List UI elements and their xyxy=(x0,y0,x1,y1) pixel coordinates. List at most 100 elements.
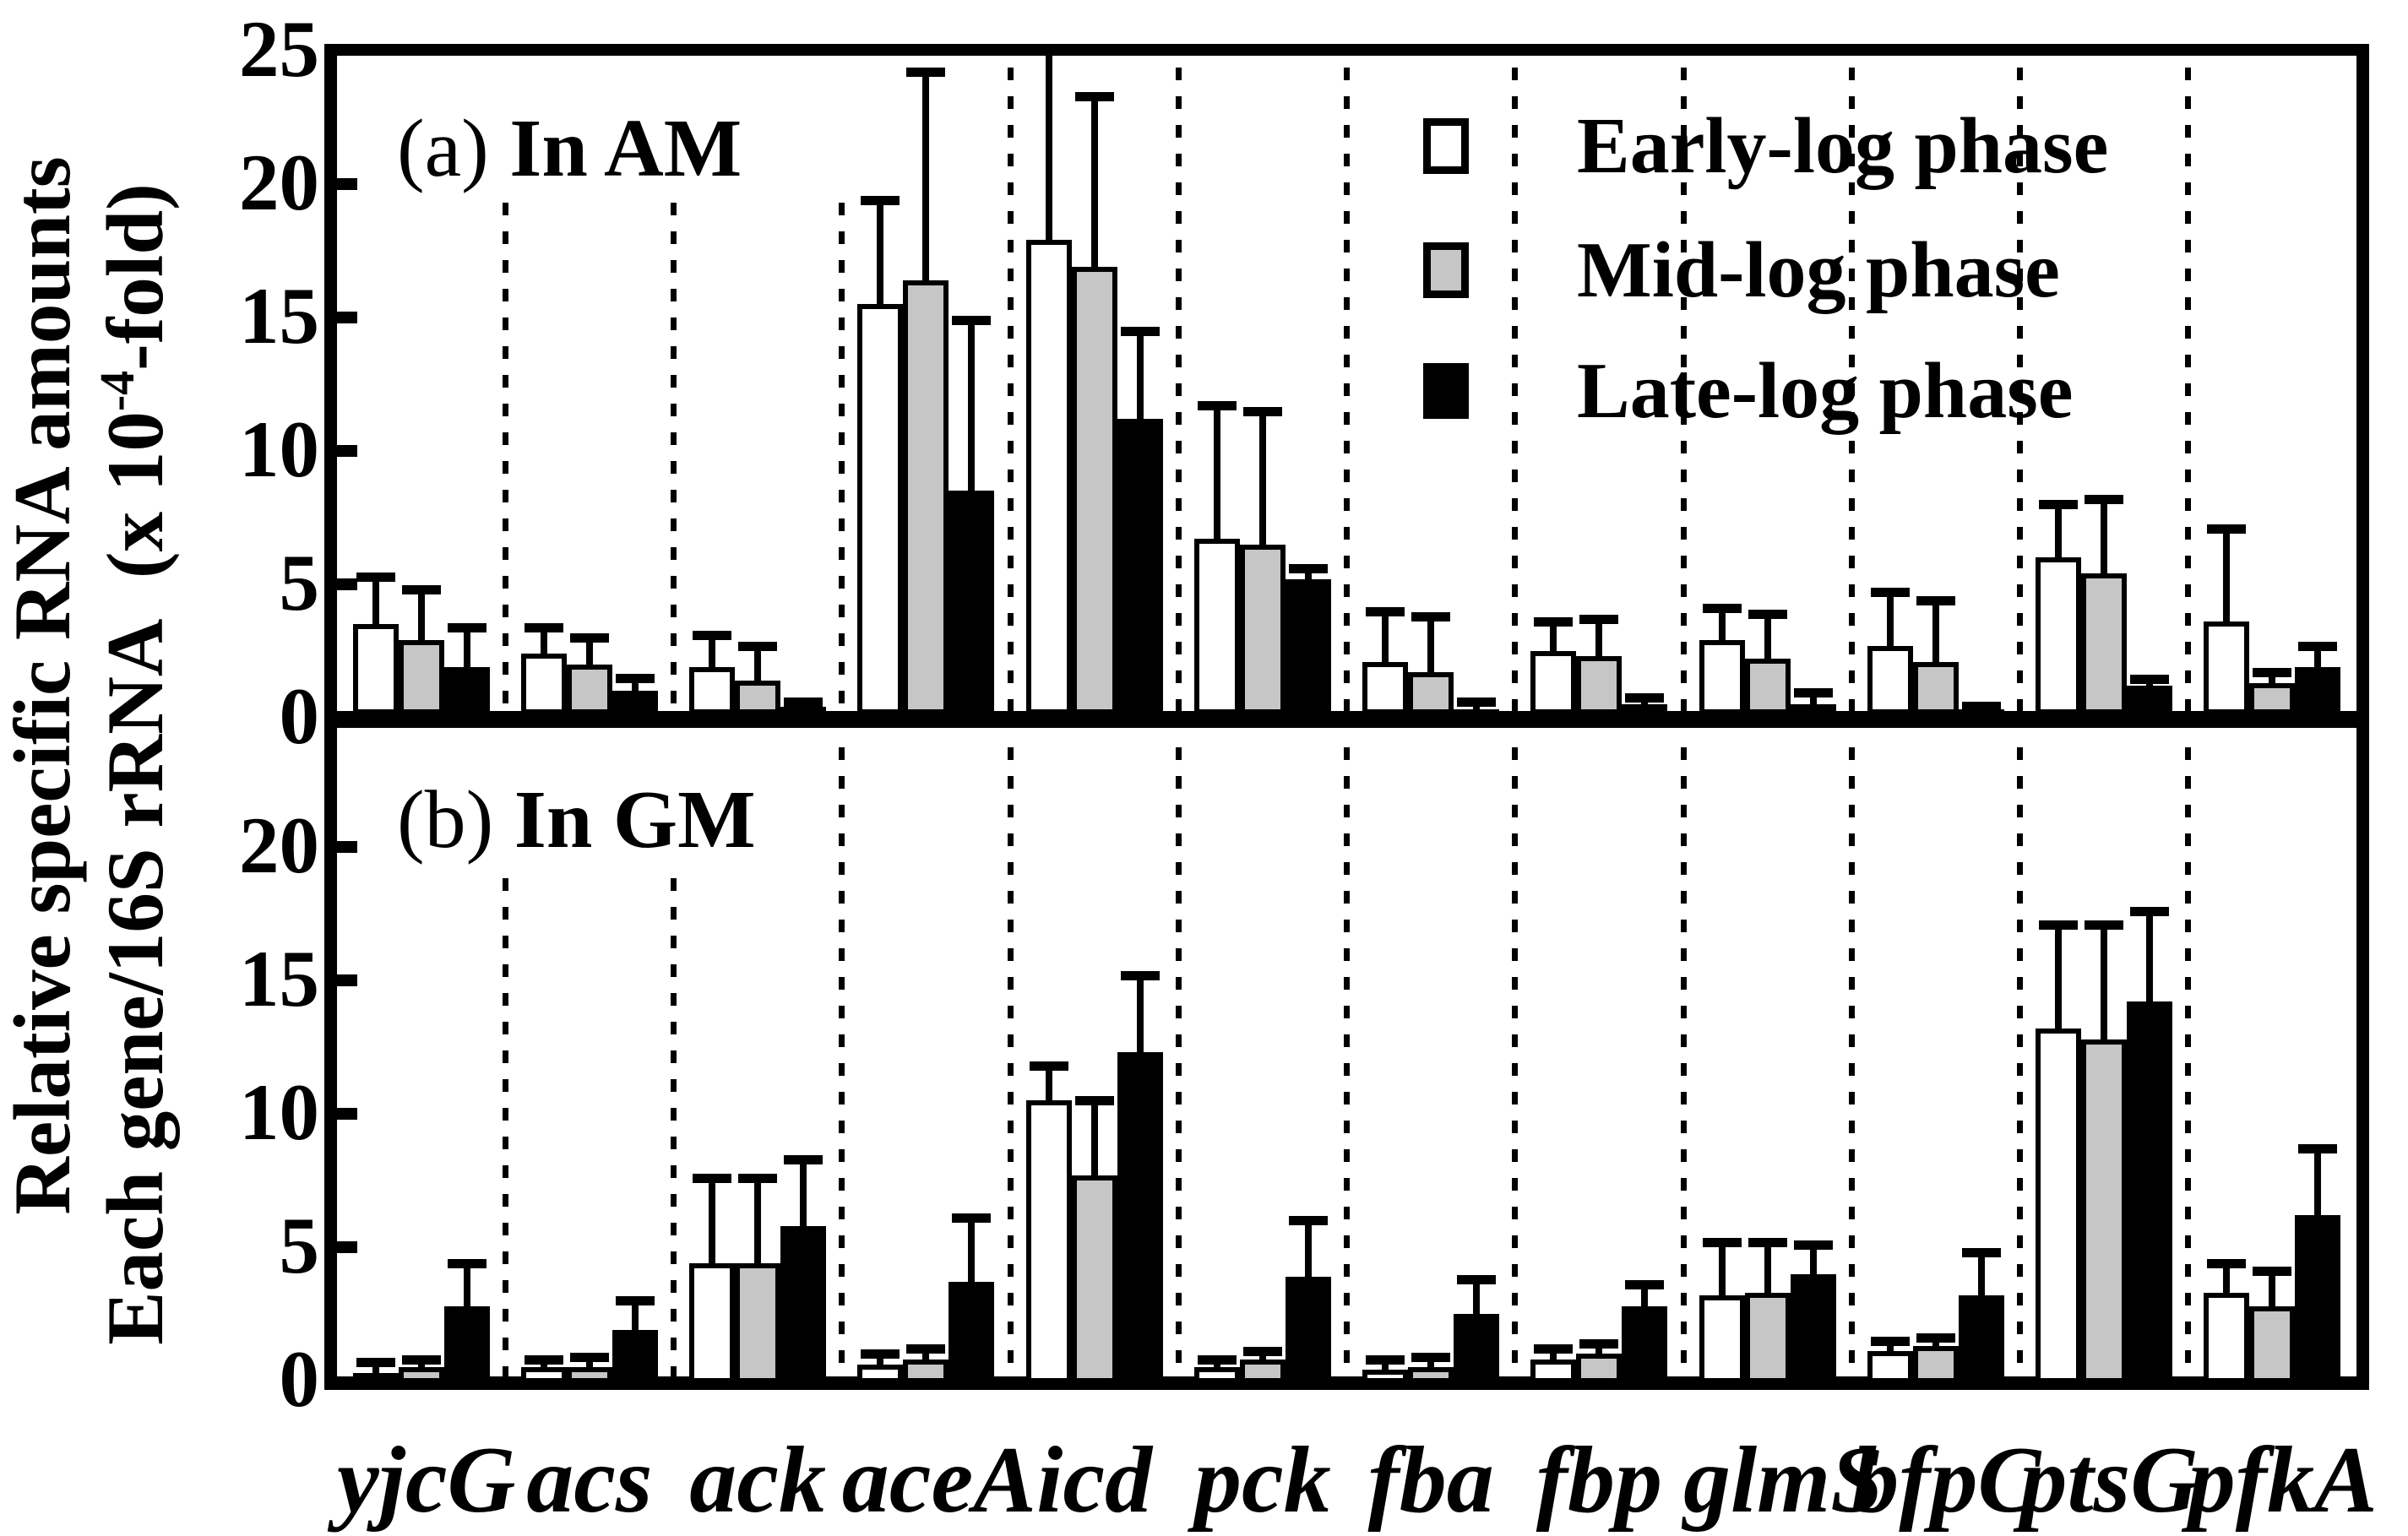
bar-a-ack-late-log xyxy=(780,707,827,718)
error-stem-b-fba-late-log xyxy=(1473,1278,1481,1314)
bar-b-fba-mid-log xyxy=(1408,1367,1454,1383)
error-stem-a-yjcG-mid-log xyxy=(417,589,425,641)
error-cap-b-yjcG-mid-log xyxy=(401,1354,441,1365)
error-stem-a-glmS-early-log xyxy=(1718,608,1726,641)
error-cap-b-aceA-mid-log xyxy=(906,1344,946,1354)
separator-line-a-7 xyxy=(1512,68,1519,711)
error-cap-b-bfpC-early-log xyxy=(1870,1336,1910,1346)
separator-line-b-6 xyxy=(1344,747,1350,1376)
error-stem-b-pfkA-mid-log xyxy=(2269,1271,2276,1306)
error-cap-a-icd-mid-log xyxy=(1074,91,1114,101)
bar-b-yjcG-mid-log xyxy=(398,1367,444,1383)
error-stem-b-fba-mid-log xyxy=(1427,1356,1435,1368)
error-stem-b-glmS-early-log xyxy=(1718,1241,1726,1295)
bar-a-fba-late-log xyxy=(1454,709,1500,719)
x-label-pck: pck xyxy=(1194,1428,1331,1533)
bar-a-ptsG-late-log xyxy=(2127,686,2173,714)
error-cap-b-pck-mid-log xyxy=(1242,1347,1282,1357)
error-stem-b-pfkA-late-log xyxy=(2314,1148,2322,1216)
bar-b-acs-late-log xyxy=(612,1329,658,1383)
error-stem-b-acs-mid-log xyxy=(585,1356,593,1368)
bar-b-ptsG-early-log xyxy=(2036,1028,2082,1383)
error-cap-b-acs-early-log xyxy=(524,1354,563,1365)
bar-a-aceA-mid-log xyxy=(903,280,949,714)
error-cap-b-ptsG-mid-log xyxy=(2085,920,2124,930)
error-cap-b-yjcG-early-log xyxy=(356,1357,395,1367)
bar-a-icd-mid-log xyxy=(1071,266,1117,714)
panel-b-bottom-axis xyxy=(324,1376,2369,1390)
y-axis-label-line1: Relative specific RNA amounts xyxy=(0,156,87,1215)
separator-line-b-1 xyxy=(502,878,508,1376)
bar-b-ack-late-log xyxy=(780,1225,827,1383)
x-label-icd: icd xyxy=(1036,1428,1153,1533)
y-tick-label-b-10: 10 xyxy=(239,1067,319,1157)
bar-b-icd-early-log xyxy=(1025,1100,1072,1383)
separator-line-b-5 xyxy=(1175,747,1182,1376)
error-cap-a-bfpC-late-log xyxy=(1961,701,2001,711)
error-cap-a-pck-early-log xyxy=(1197,401,1237,411)
x-label-bfpC: bfpC xyxy=(1851,1428,2041,1533)
error-stem-b-yjcG-late-log xyxy=(463,1262,470,1306)
bar-b-bfpC-late-log xyxy=(1958,1294,2004,1383)
separator-line-a-11 xyxy=(2185,68,2192,711)
separator-line-b-11 xyxy=(2185,747,2192,1376)
bar-b-glmS-early-log xyxy=(1699,1294,1745,1383)
error-cap-a-fba-mid-log xyxy=(1411,611,1451,621)
error-cap-b-fbp-late-log xyxy=(1625,1280,1665,1290)
error-cap-a-aceA-early-log xyxy=(861,195,900,205)
error-stem-a-icd-late-log xyxy=(1136,330,1144,420)
error-cap-a-aceA-late-log xyxy=(952,316,992,326)
error-stem-b-aceA-late-log xyxy=(968,1218,976,1283)
bar-a-yjcG-mid-log xyxy=(398,640,444,714)
error-cap-b-glmS-early-log xyxy=(1702,1237,1742,1247)
error-stem-a-pck-mid-log xyxy=(1258,410,1266,545)
error-stem-a-aceA-mid-log xyxy=(922,72,930,280)
separator-line-a-2 xyxy=(671,203,677,711)
error-stem-a-acs-mid-log xyxy=(585,638,593,665)
panel-divider-axis xyxy=(324,711,2369,728)
error-cap-a-ptsG-late-log xyxy=(2130,675,2170,685)
bar-a-bfpC-mid-log xyxy=(1912,661,1959,714)
error-stem-b-ack-mid-log xyxy=(754,1177,762,1263)
panel-a-tag: (a) xyxy=(397,103,489,194)
error-cap-a-glmS-late-log xyxy=(1793,687,1833,697)
bar-b-pfkA-early-log xyxy=(2204,1292,2250,1383)
legend-row-mid: Mid-log phase xyxy=(1423,226,2060,314)
bar-b-bfpC-mid-log xyxy=(1912,1345,1959,1383)
error-cap-a-ack-early-log xyxy=(693,631,732,641)
error-cap-a-glmS-early-log xyxy=(1702,604,1742,614)
bar-a-bfpC-early-log xyxy=(1867,645,1913,714)
y-tick-label-a-20: 20 xyxy=(239,138,319,227)
error-cap-b-ptsG-early-log xyxy=(2039,920,2079,930)
separator-line-b-10 xyxy=(2017,747,2023,1376)
panel-a-top-border xyxy=(324,44,2369,56)
bar-b-acs-mid-log xyxy=(566,1367,612,1383)
error-stem-b-icd-early-log xyxy=(1045,1066,1052,1101)
bar-b-ack-mid-log xyxy=(735,1262,781,1383)
separator-line-b-3 xyxy=(839,747,845,1376)
error-stem-a-glmS-late-log xyxy=(1809,692,1817,705)
bar-a-pck-late-log xyxy=(1285,578,1331,714)
error-cap-a-yjcG-mid-log xyxy=(401,585,441,595)
error-cap-b-ack-early-log xyxy=(693,1173,732,1183)
error-cap-b-icd-late-log xyxy=(1120,970,1160,980)
error-cap-a-fba-early-log xyxy=(1366,606,1405,616)
x-label-fba: fba xyxy=(1367,1428,1494,1533)
bar-a-acs-early-log xyxy=(520,654,567,714)
error-cap-a-yjcG-early-log xyxy=(356,572,395,582)
error-stem-b-acs-late-log xyxy=(631,1300,639,1330)
y-tick-b-5 xyxy=(337,1241,357,1253)
bar-a-pfkA-early-log xyxy=(2204,621,2250,714)
y-tick-b-10 xyxy=(337,1108,357,1120)
error-cap-b-acs-mid-log xyxy=(569,1352,609,1362)
error-stem-a-acs-late-log xyxy=(631,677,639,692)
error-cap-a-acs-mid-log xyxy=(569,633,609,643)
bar-a-icd-early-log xyxy=(1025,240,1072,714)
x-label-ptsG: ptsG xyxy=(2019,1428,2199,1533)
error-stem-a-pck-late-log xyxy=(1304,568,1312,579)
error-cap-a-pfkA-early-log xyxy=(2207,524,2247,534)
error-cap-b-fbp-early-log xyxy=(1534,1344,1574,1354)
bar-b-icd-mid-log xyxy=(1071,1175,1117,1383)
bar-b-aceA-early-log xyxy=(857,1365,904,1383)
x-label-pfkA: pfkA xyxy=(2188,1428,2378,1533)
